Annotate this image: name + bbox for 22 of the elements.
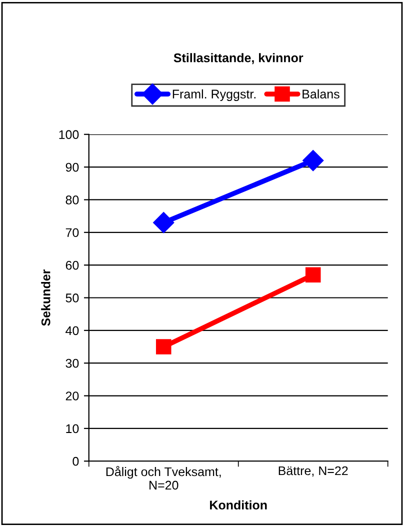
y-tick-label: 0 xyxy=(72,456,79,466)
y-tick-label: 10 xyxy=(66,424,79,434)
y-tick-label: 70 xyxy=(66,228,79,238)
y-tick-label: 50 xyxy=(66,294,79,302)
legend-label: Framl. Ryggstr. xyxy=(172,89,256,101)
y-tick-label: 100 xyxy=(59,130,79,140)
legend-label: Balans xyxy=(302,89,340,99)
x-axis-title: Kondition xyxy=(210,500,267,510)
y-tick-label: 30 xyxy=(66,358,79,368)
y-tick-label: 80 xyxy=(66,196,79,204)
x-tick-label: Dåligt och Tveksamt, N=20 xyxy=(106,466,221,490)
point xyxy=(153,212,174,234)
y-axis-title: Sekunder xyxy=(41,269,50,326)
y-tick-label: 20 xyxy=(66,392,79,400)
chart-title: Stillasittande, kvinnor xyxy=(174,53,304,64)
y-tick-label: 90 xyxy=(66,162,79,172)
y-tick-label: 40 xyxy=(66,326,79,336)
point xyxy=(156,339,172,354)
y-tick-label: 60 xyxy=(66,260,79,270)
point xyxy=(302,150,324,172)
point xyxy=(305,267,321,283)
x-tick-label: Bättre, N=22 xyxy=(278,466,348,477)
